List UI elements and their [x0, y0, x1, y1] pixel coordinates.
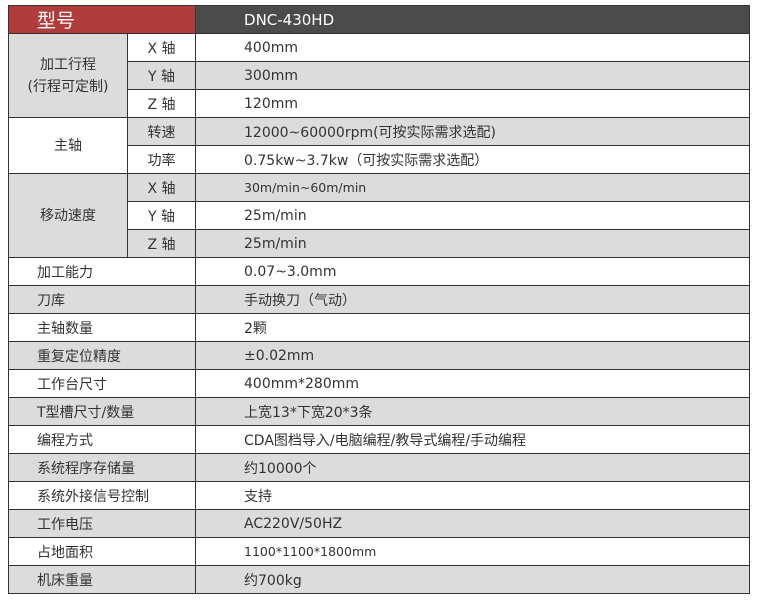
spec-row: 主轴数量 2颗	[7, 313, 750, 342]
spec-value: 2颗	[195, 313, 750, 342]
spec-label: 编程方式	[7, 425, 197, 454]
spec-label: 系统外接信号控制	[7, 481, 197, 510]
group-label: 移动速度	[8, 173, 128, 258]
spec-label: 占地面积	[7, 537, 197, 566]
spec-value: 0.75kw~3.7kw（可按实际需求选配）	[195, 145, 750, 174]
spec-value: 12000~60000rpm(可按实际需求选配)	[195, 117, 750, 146]
spec-label: 系统程序存储量	[7, 453, 197, 482]
spec-value: 30m/min~60m/min	[195, 173, 750, 202]
sub-label: X 轴	[126, 33, 197, 62]
spec-row: 加工能力 0.07~3.0mm	[7, 257, 750, 286]
spec-value: ±0.02mm	[195, 341, 750, 370]
spec-row: 系统外接信号控制 支持	[7, 481, 750, 510]
spec-value: 支持	[195, 481, 750, 510]
spec-value: 上宽13*下宽20*3条	[195, 397, 750, 426]
spec-label: 加工能力	[7, 257, 197, 286]
spec-row: 机床重量 约700kg	[7, 565, 750, 594]
spec-row: 重复定位精度 ±0.02mm	[7, 341, 750, 370]
spec-row: 刀库 手动换刀（气动）	[7, 285, 750, 314]
spec-label: T型槽尺寸/数量	[7, 397, 197, 426]
spec-row: 占地面积 1100*1100*1800mm	[7, 537, 750, 566]
spec-value: 1100*1100*1800mm	[195, 537, 750, 566]
model-name: DNC-430HD	[195, 5, 750, 34]
spec-label: 主轴数量	[7, 313, 197, 342]
spec-value: 约700kg	[195, 565, 750, 594]
sub-label: Z 轴	[126, 229, 197, 258]
spec-label: 刀库	[7, 285, 197, 314]
spec-value: 手动换刀（气动）	[195, 285, 750, 314]
spec-value: 300mm	[195, 61, 750, 90]
sub-label: Z 轴	[126, 89, 197, 118]
sub-label: 转速	[126, 117, 197, 146]
spec-label: 工作台尺寸	[7, 369, 197, 398]
group-label: 加工行程 (行程可定制)	[8, 33, 128, 118]
spec-value: CDA图档导入/电脑编程/教导式编程/手动编程	[195, 425, 750, 454]
spec-value: 400mm*280mm	[195, 369, 750, 398]
spec-row: 工作电压 AC220V/50HZ	[7, 509, 750, 538]
spec-row: Z 轴 25m/min	[9, 229, 750, 258]
spec-label: 机床重量	[7, 565, 197, 594]
sub-label: Y 轴	[126, 201, 197, 230]
sub-label: X 轴	[126, 173, 197, 202]
spec-value: AC220V/50HZ	[195, 509, 750, 538]
spec-row: 编程方式 CDA图档导入/电脑编程/教导式编程/手动编程	[7, 425, 750, 454]
spec-row: 主轴 转速 12000~60000rpm(可按实际需求选配)	[8, 117, 750, 174]
header-label: 型号	[7, 5, 197, 34]
spec-value: 约10000个	[195, 453, 750, 482]
spec-value: 400mm	[195, 33, 750, 62]
header-row: 型号 DNC-430HD	[7, 5, 750, 34]
sub-label: 功率	[126, 145, 197, 174]
spec-row: 工作台尺寸 400mm*280mm	[7, 369, 750, 398]
spec-row: T型槽尺寸/数量 上宽13*下宽20*3条	[7, 397, 750, 426]
spec-value: 25m/min	[195, 201, 750, 230]
spec-row: 功率 0.75kw~3.7kw（可按实际需求选配）	[9, 145, 750, 174]
spec-label: 重复定位精度	[7, 341, 197, 370]
spec-row: Y 轴 25m/min	[9, 201, 750, 230]
group-label: 主轴	[8, 117, 128, 174]
spec-value: 120mm	[195, 89, 750, 118]
spec-table: 型号 DNC-430HD 加工行程 (行程可定制) X 轴 400mm Y 轴 300m…	[7, 5, 750, 594]
spec-row: 加工行程 (行程可定制) X 轴 400mm	[8, 33, 750, 118]
sub-label: Y 轴	[126, 61, 197, 90]
spec-row: 移动速度 X 轴 30m/min~60m/min	[8, 173, 750, 258]
spec-label: 工作电压	[7, 509, 197, 538]
spec-row: Z 轴 120mm	[9, 89, 750, 118]
spec-value: 25m/min	[195, 229, 750, 258]
spec-value: 0.07~3.0mm	[195, 257, 750, 286]
spec-row: 系统程序存储量 约10000个	[7, 453, 750, 482]
